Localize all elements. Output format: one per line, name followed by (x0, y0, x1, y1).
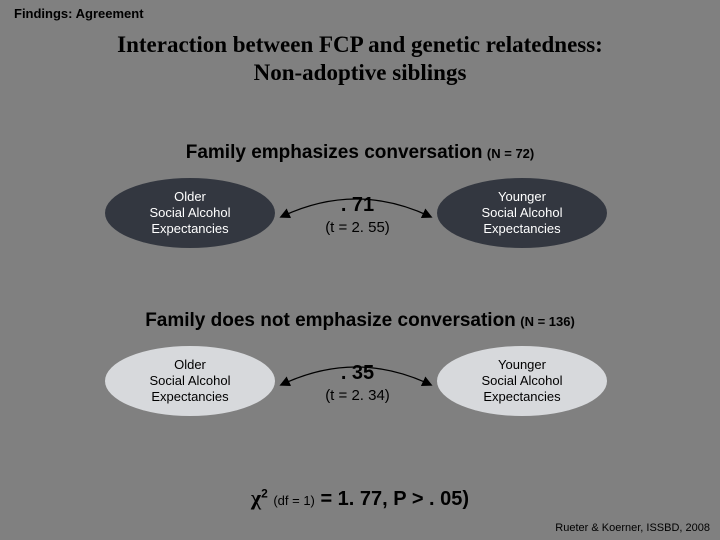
page-title: Interaction between FCP and genetic rela… (0, 32, 720, 86)
row-2: OlderSocial AlcoholExpectancies . 35 (t … (0, 346, 720, 426)
older-node-2: OlderSocial AlcoholExpectancies (105, 346, 275, 416)
coef-1: . 71 (280, 194, 435, 217)
section-1-heading-n: (N = 72) (487, 146, 534, 161)
header-label: Findings: Agreement (14, 6, 144, 21)
tval-2: (t = 2. 34) (280, 387, 435, 404)
chi-sup: 2 (261, 486, 268, 500)
section-2-heading-n: (N = 136) (520, 314, 575, 329)
citation: Rueter & Koerner, ISSBD, 2008 (555, 522, 710, 534)
title-line-1: Interaction between FCP and genetic rela… (0, 32, 720, 58)
section-2-heading-main: Family does not emphasize conversation (145, 310, 516, 331)
tval-1: (t = 2. 55) (280, 219, 435, 236)
title-line-2: Non-adoptive siblings (0, 60, 720, 86)
row-1: OlderSocial AlcoholExpectancies . 71 (t … (0, 178, 720, 258)
stats-2: . 35 (t = 2. 34) (280, 362, 435, 404)
chi-symbol: χ (251, 485, 261, 510)
chi-rest: = 1. 77, P > . 05) (315, 488, 469, 510)
younger-node-2: YoungerSocial AlcoholExpectancies (437, 346, 607, 416)
section-1-heading-main: Family emphasizes conversation (186, 142, 483, 163)
coef-2: . 35 (280, 362, 435, 385)
older-node-1: OlderSocial AlcoholExpectancies (105, 178, 275, 248)
section-1-heading: Family emphasizes conversation (N = 72) (0, 142, 720, 164)
section-2-heading: Family does not emphasize conversation (… (0, 310, 720, 332)
chi-df: (df = 1) (273, 493, 315, 508)
chi-square-line: χ2 (df = 1) = 1. 77, P > . 05) (0, 485, 720, 511)
stats-1: . 71 (t = 2. 55) (280, 194, 435, 236)
younger-node-1: YoungerSocial AlcoholExpectancies (437, 178, 607, 248)
